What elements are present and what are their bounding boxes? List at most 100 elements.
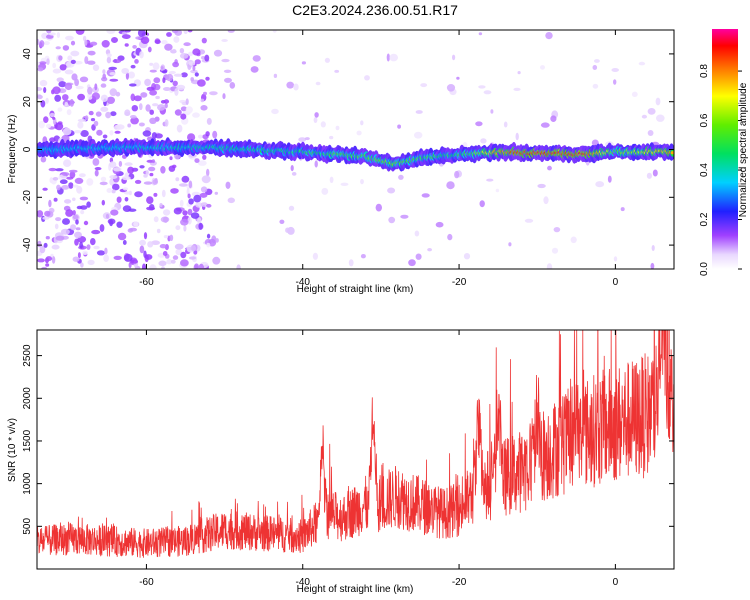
colorbar-tick-label: 0.0 bbox=[699, 262, 710, 276]
noise-blob bbox=[100, 176, 107, 182]
spectrogram-plot-area bbox=[37, 30, 674, 269]
noise-blob bbox=[152, 179, 158, 185]
noise-blob bbox=[60, 228, 70, 235]
noise-blob bbox=[160, 166, 166, 174]
noise-blob bbox=[101, 199, 106, 206]
noise-blob bbox=[360, 120, 364, 126]
noise-blob bbox=[592, 83, 599, 89]
noise-blob bbox=[45, 263, 50, 267]
noise-blob bbox=[124, 191, 131, 195]
colorbar-ticks: 0.0 0.2 0.4 0.6 0.8 bbox=[699, 64, 742, 276]
spectrogram-ylabel: Frequency (Hz) bbox=[7, 115, 18, 184]
noise-blob bbox=[478, 32, 483, 36]
noise-blob bbox=[202, 154, 207, 160]
noise-blob bbox=[38, 61, 47, 65]
noise-blob bbox=[227, 30, 235, 33]
x-tick-label: -20 bbox=[452, 277, 467, 288]
noise-blob bbox=[122, 240, 127, 245]
noise-blob bbox=[100, 106, 109, 112]
noise-blob bbox=[203, 91, 207, 96]
noise-blob bbox=[646, 172, 653, 179]
noise-blob bbox=[116, 221, 123, 228]
y-tick-label: 2500 bbox=[22, 344, 33, 367]
noise-blob bbox=[201, 175, 211, 184]
noise-blob bbox=[69, 169, 78, 173]
noise-blob bbox=[543, 196, 549, 205]
snr-plot-area bbox=[37, 330, 674, 558]
noise-blob bbox=[227, 197, 235, 204]
noise-blob bbox=[147, 241, 154, 248]
noise-blob bbox=[105, 111, 111, 119]
noise-blob bbox=[356, 130, 362, 136]
noise-blob bbox=[415, 253, 422, 260]
noise-blob bbox=[293, 83, 299, 91]
noise-blob bbox=[386, 53, 390, 62]
noise-blob bbox=[192, 65, 196, 71]
noise-blob bbox=[112, 59, 122, 64]
noise-blob bbox=[454, 170, 460, 179]
noise-blob bbox=[375, 203, 382, 212]
noise-blob bbox=[110, 209, 119, 216]
noise-blob bbox=[152, 103, 159, 107]
noise-blob bbox=[106, 56, 112, 64]
noise-blob bbox=[51, 256, 56, 264]
noise-blob bbox=[195, 202, 203, 208]
noise-blob bbox=[252, 55, 261, 62]
x-tick-label: -60 bbox=[139, 277, 154, 288]
noise-blob bbox=[68, 182, 74, 189]
noise-blob bbox=[55, 122, 64, 131]
noise-blob bbox=[90, 238, 96, 246]
noise-blob bbox=[128, 208, 137, 212]
noise-blob bbox=[486, 178, 494, 182]
noise-blob bbox=[80, 130, 89, 137]
noise-blob bbox=[99, 224, 105, 232]
noise-blob bbox=[181, 175, 190, 183]
noise-blob bbox=[475, 121, 483, 127]
noise-blob bbox=[62, 218, 70, 225]
noise-blob bbox=[134, 59, 139, 64]
noise-blob bbox=[335, 125, 340, 131]
noise-blob bbox=[427, 248, 432, 252]
noise-blob bbox=[127, 123, 132, 128]
noise-blob bbox=[205, 131, 210, 137]
noise-blob bbox=[149, 264, 157, 269]
noise-blob bbox=[176, 84, 186, 90]
noise-blob bbox=[315, 81, 321, 86]
spectrogram-xlabel: Height of straight line (km) bbox=[297, 284, 414, 295]
noise-blob bbox=[213, 49, 223, 57]
noise-blob bbox=[225, 181, 231, 189]
noise-blob bbox=[340, 182, 349, 186]
noise-blob bbox=[53, 197, 58, 202]
noise-blob bbox=[103, 254, 109, 262]
noise-blob bbox=[44, 210, 51, 217]
noise-blob bbox=[188, 51, 194, 57]
noise-blob bbox=[214, 191, 218, 195]
noise-blob bbox=[524, 218, 534, 223]
noise-blob bbox=[206, 117, 212, 125]
noise-blob bbox=[398, 174, 404, 180]
noise-blob bbox=[50, 253, 54, 258]
noise-blob bbox=[185, 106, 193, 114]
colorbar-tick-label: 0.2 bbox=[699, 212, 710, 226]
noise-blob bbox=[314, 112, 319, 118]
snr-frame bbox=[36, 329, 675, 570]
noise-blob bbox=[101, 40, 110, 48]
noise-blob bbox=[82, 250, 88, 255]
noise-blob bbox=[478, 85, 486, 89]
noise-blob bbox=[149, 62, 154, 66]
noise-blob bbox=[123, 253, 133, 262]
noise-blob bbox=[109, 78, 119, 82]
noise-blob bbox=[224, 77, 232, 83]
noise-blob bbox=[140, 92, 148, 98]
noise-blob bbox=[54, 223, 59, 230]
noise-blob bbox=[545, 31, 553, 40]
noise-blob bbox=[149, 89, 158, 96]
y-tick-label: 0 bbox=[22, 146, 33, 152]
noise-blob bbox=[360, 254, 366, 259]
noise-blob bbox=[631, 91, 638, 98]
colorbar-tick-label: 0.4 bbox=[699, 163, 710, 177]
noise-blob bbox=[547, 165, 552, 171]
noise-blob bbox=[138, 122, 145, 127]
noise-blob bbox=[364, 75, 370, 81]
noise-blob bbox=[176, 124, 183, 133]
